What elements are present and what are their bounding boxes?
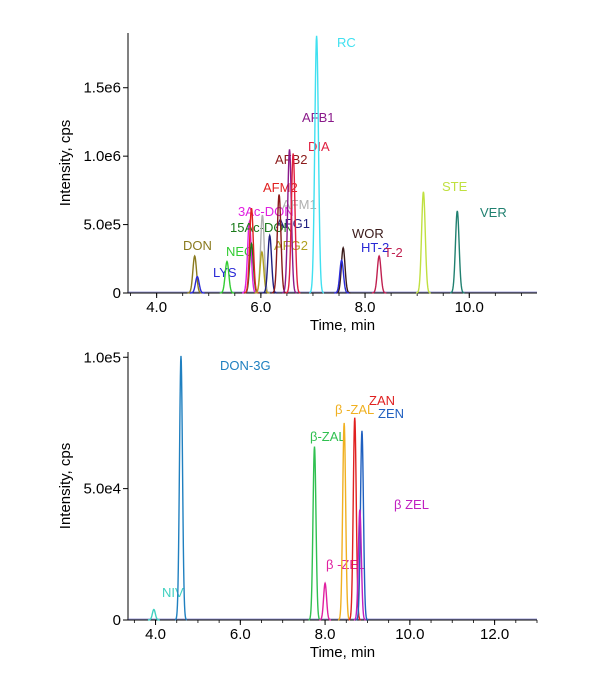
peak-label: WOR — [352, 226, 384, 241]
x-tick-label: 4.0 — [146, 299, 167, 316]
peak-label: NIV — [162, 585, 184, 600]
peak-trace-1-13 — [335, 245, 351, 294]
y-tick-label: 5.0e5 — [83, 217, 121, 234]
peak-trace-1-11 — [285, 153, 301, 294]
peak-trace-1-1 — [190, 275, 205, 294]
peak-trace-1-16 — [416, 191, 431, 294]
peak-trace-1-0 — [187, 254, 203, 294]
x-tick-label: 8.0 — [355, 299, 376, 316]
y-tick-label: 1.0e5 — [83, 349, 121, 366]
peak-label: STE — [442, 179, 468, 194]
y-axis-title: Intensity, cps — [57, 120, 74, 206]
peak-label: AFG1 — [276, 216, 310, 231]
peak-label: AFB2 — [275, 152, 308, 167]
peak-trace-1-7 — [254, 250, 270, 294]
x-tick-label: 10.0 — [395, 626, 424, 643]
x-axis-title: Time, min — [310, 317, 375, 334]
peak-trace-2-0 — [147, 608, 160, 621]
peak-label: T-2 — [384, 245, 403, 260]
chart-panel-2: 4.0 6.0 8.0 10.0 12.0 0 5.0e4 1.0e5 Time, min Int… — [57, 349, 538, 661]
x-tick-label: 4.0 — [145, 626, 166, 643]
peak-trace-1-17 — [449, 210, 465, 294]
peak-label: β -ZAL — [335, 402, 374, 417]
peak-trace-1-10 — [282, 149, 297, 294]
peak-trace-2-3 — [319, 581, 332, 621]
peak-trace-1-3 — [242, 219, 257, 294]
peak-label: β-ZAL — [310, 429, 346, 444]
chart-panel-1: 4.0 6.0 8.0 10.0 0 5.0e5 1.0e6 1.5e6 Time, min In… — [57, 33, 537, 334]
x-tick-label: 10.0 — [455, 299, 484, 316]
peak-label: RC — [337, 35, 356, 50]
y-tick-label: 0 — [113, 612, 121, 629]
peak-label: DON-3G — [220, 358, 271, 373]
peak-label: β -ZEL — [326, 557, 365, 572]
peak-trace-2-1 — [174, 355, 188, 621]
x-tick-label: 12.0 — [480, 626, 509, 643]
peak-label: ZEN — [378, 406, 404, 421]
peak-trace-1-15 — [371, 254, 387, 294]
y-tick-label: 5.0e4 — [83, 481, 121, 498]
y-tick-label: 1.0e6 — [83, 148, 121, 165]
peak-trace-2-2 — [308, 446, 321, 621]
x-axis-title: Time, min — [310, 644, 375, 661]
peak-label: VER — [480, 205, 507, 220]
y-tick-label: 0 — [113, 285, 121, 302]
peak-label: AFM2 — [263, 180, 298, 195]
y-tick-label: 1.5e6 — [83, 80, 121, 97]
peak-trace-1-14 — [334, 258, 349, 294]
peak-label: β ZEL — [394, 497, 429, 512]
peak-trace-2-6 — [355, 430, 369, 621]
x-tick-label: 6.0 — [250, 299, 271, 316]
peak-trace-1-5 — [244, 208, 259, 294]
peak-label: HT-2 — [361, 240, 389, 255]
x-tick-label: 6.0 — [230, 626, 251, 643]
y-axis-title: Intensity, cps — [57, 443, 74, 529]
peak-trace-2-4 — [338, 422, 351, 621]
x-tick-label: 8.0 — [315, 626, 336, 643]
peak-label: ZAN — [369, 393, 395, 408]
peak-trace-2-7 — [353, 509, 366, 621]
peak-label: DON — [183, 238, 212, 253]
peak-trace-1-12 — [309, 35, 325, 294]
peak-trace-1-2 — [219, 260, 235, 294]
